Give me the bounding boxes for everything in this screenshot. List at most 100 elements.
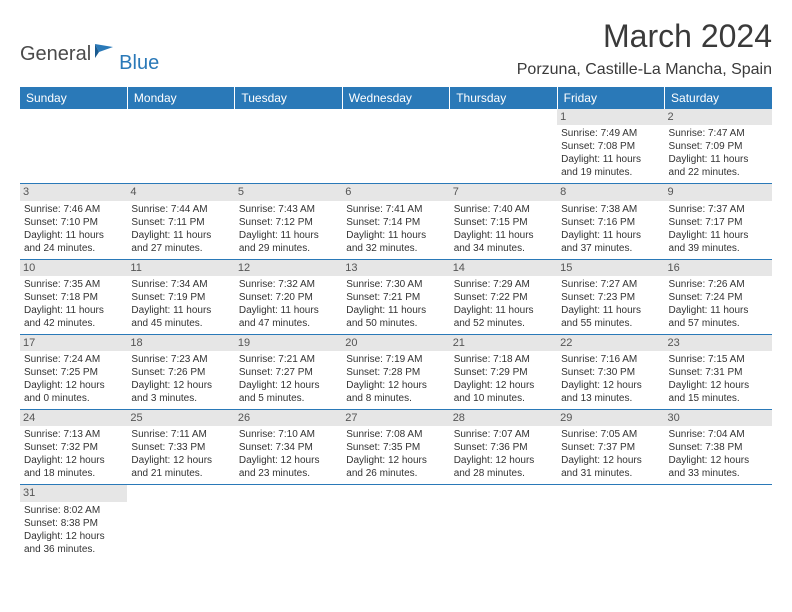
month-title: March 2024 [517, 18, 772, 55]
day-info-line: Sunset: 7:19 PM [131, 291, 230, 304]
day-cell: 28Sunrise: 7:07 AMSunset: 7:36 PMDayligh… [450, 410, 557, 485]
day-cell: 1Sunrise: 7:49 AMSunset: 7:08 PMDaylight… [557, 109, 664, 184]
day-cell [235, 485, 342, 560]
day-info-line: Daylight: 11 hours [669, 153, 768, 166]
day-info-line: Sunset: 7:15 PM [454, 216, 553, 229]
day-cell: 25Sunrise: 7:11 AMSunset: 7:33 PMDayligh… [127, 410, 234, 485]
day-info-line: Sunset: 7:36 PM [454, 441, 553, 454]
day-info-line: Daylight: 11 hours [669, 229, 768, 242]
day-info-line: Daylight: 12 hours [239, 379, 338, 392]
day-info-line: Sunrise: 7:49 AM [561, 127, 660, 140]
day-info-line: Daylight: 11 hours [24, 229, 123, 242]
day-info-line: and 55 minutes. [561, 317, 660, 330]
day-info-line: and 18 minutes. [24, 467, 123, 480]
day-number: 18 [127, 335, 234, 351]
day-cell: 14Sunrise: 7:29 AMSunset: 7:22 PMDayligh… [450, 259, 557, 334]
day-info-line: Daylight: 12 hours [669, 379, 768, 392]
day-info-line: and 15 minutes. [669, 392, 768, 405]
day-info-line: and 32 minutes. [346, 242, 445, 255]
day-info-line: and 39 minutes. [669, 242, 768, 255]
day-info-line: Sunrise: 7:34 AM [131, 278, 230, 291]
day-number: 31 [20, 485, 127, 501]
day-info-line: and 57 minutes. [669, 317, 768, 330]
day-info-line: Sunset: 7:21 PM [346, 291, 445, 304]
day-cell: 31Sunrise: 8:02 AMSunset: 8:38 PMDayligh… [20, 485, 127, 560]
day-header: Saturday [665, 87, 772, 109]
day-info-line: Sunrise: 7:27 AM [561, 278, 660, 291]
logo: General Blue [20, 18, 159, 75]
day-info-line: Sunset: 7:23 PM [561, 291, 660, 304]
day-info-line: Sunrise: 7:08 AM [346, 428, 445, 441]
day-cell: 16Sunrise: 7:26 AMSunset: 7:24 PMDayligh… [665, 259, 772, 334]
day-number: 15 [557, 260, 664, 276]
day-info-line: Sunset: 7:17 PM [669, 216, 768, 229]
day-number: 2 [665, 109, 772, 125]
day-number: 11 [127, 260, 234, 276]
day-info-line: Sunrise: 7:46 AM [24, 203, 123, 216]
day-cell: 4Sunrise: 7:44 AMSunset: 7:11 PMDaylight… [127, 184, 234, 259]
day-info-line: Daylight: 11 hours [131, 304, 230, 317]
day-info-line: Daylight: 12 hours [131, 454, 230, 467]
day-number: 19 [235, 335, 342, 351]
day-cell: 20Sunrise: 7:19 AMSunset: 7:28 PMDayligh… [342, 334, 449, 409]
day-info-line: and 27 minutes. [131, 242, 230, 255]
day-info-line: and 28 minutes. [454, 467, 553, 480]
header: General Blue March 2024 Porzuna, Castill… [20, 18, 772, 79]
day-info-line: Sunset: 7:22 PM [454, 291, 553, 304]
day-number: 24 [20, 410, 127, 426]
day-header-row: SundayMondayTuesdayWednesdayThursdayFrid… [20, 87, 772, 109]
day-info-line: and 52 minutes. [454, 317, 553, 330]
day-cell: 2 Sunrise: 7:47 AMSunset: 7:09 PMDaylight… [665, 109, 772, 184]
week-row: 3Sunrise: 7:46 AMSunset: 7:10 PMDaylight… [20, 184, 772, 259]
day-info-line: Sunset: 7:30 PM [561, 366, 660, 379]
day-info-line: Daylight: 11 hours [561, 153, 660, 166]
day-info-line: Sunrise: 7:24 AM [24, 353, 123, 366]
day-info-line: and 5 minutes. [239, 392, 338, 405]
title-block: March 2024 Porzuna, Castille-La Mancha, … [517, 18, 772, 79]
day-info-line: Sunset: 7:25 PM [24, 366, 123, 379]
day-info-line: Sunset: 7:35 PM [346, 441, 445, 454]
day-cell: 11 Sunrise: 7:34 AMSunset: 7:19 PMDayligh… [127, 259, 234, 334]
logo-text-general: General [20, 43, 91, 66]
day-cell: 12Sunrise: 7:32 AMSunset: 7:20 PMDayligh… [235, 259, 342, 334]
day-number: 16 [665, 260, 772, 276]
day-header: Wednesday [342, 87, 449, 109]
day-number: 27 [342, 410, 449, 426]
day-info-line: Sunset: 7:09 PM [669, 140, 768, 153]
day-cell: 9Sunrise: 7:37 AMSunset: 7:17 PMDaylight… [665, 184, 772, 259]
day-number: 30 [665, 410, 772, 426]
day-info-line: Daylight: 11 hours [346, 304, 445, 317]
day-cell [20, 109, 127, 184]
day-info-line: Daylight: 11 hours [454, 229, 553, 242]
day-info-line: Sunrise: 7:35 AM [24, 278, 123, 291]
day-number: 4 [127, 184, 234, 200]
day-cell: 10Sunrise: 7:35 AMSunset: 7:18 PMDayligh… [20, 259, 127, 334]
day-info-line: and 47 minutes. [239, 317, 338, 330]
day-cell: 27Sunrise: 7:08 AMSunset: 7:35 PMDayligh… [342, 410, 449, 485]
day-info-line: Sunset: 7:38 PM [669, 441, 768, 454]
day-cell: 29Sunrise: 7:05 AMSunset: 7:37 PMDayligh… [557, 410, 664, 485]
day-info-line: Sunset: 7:24 PM [669, 291, 768, 304]
day-info-line: Sunrise: 7:11 AM [131, 428, 230, 441]
day-cell: 15 Sunrise: 7:27 AMSunset: 7:23 PMDayligh… [557, 259, 664, 334]
week-row: 17 Sunrise: 7:24 AMSunset: 7:25 PM Dayligh… [20, 334, 772, 409]
day-number: 22 [557, 335, 664, 351]
calendar-table: SundayMondayTuesdayWednesdayThursdayFrid… [20, 87, 772, 560]
day-number: 20 [342, 335, 449, 351]
day-info-line: Daylight: 11 hours [239, 229, 338, 242]
day-info-line: Sunrise: 7:32 AM [239, 278, 338, 291]
day-number: 17 [20, 335, 127, 351]
day-info-line: and 29 minutes. [239, 242, 338, 255]
day-info-line: Sunset: 7:26 PM [131, 366, 230, 379]
day-info-line: Daylight: 11 hours [346, 229, 445, 242]
day-info-line: Sunset: 7:10 PM [24, 216, 123, 229]
day-info-line: Daylight: 11 hours [131, 229, 230, 242]
day-info-line: Sunrise: 7:47 AM [669, 127, 768, 140]
day-info-line: Sunrise: 7:05 AM [561, 428, 660, 441]
day-info-line: and 37 minutes. [561, 242, 660, 255]
day-info-line: Daylight: 11 hours [239, 304, 338, 317]
day-cell [127, 485, 234, 560]
day-info-line: Sunrise: 7:15 AM [669, 353, 768, 366]
logo-text-blue: Blue [119, 34, 159, 75]
day-info-line: Daylight: 11 hours [561, 304, 660, 317]
